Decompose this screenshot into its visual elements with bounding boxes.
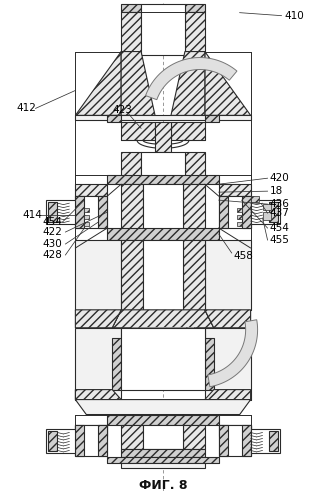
Bar — [107, 175, 219, 184]
Text: 458: 458 — [234, 251, 254, 261]
Bar — [183, 184, 205, 240]
Bar — [121, 122, 155, 140]
Polygon shape — [75, 390, 121, 400]
Text: 412: 412 — [17, 103, 37, 113]
Polygon shape — [205, 51, 251, 115]
Bar — [251, 196, 259, 202]
Bar — [107, 228, 219, 240]
Bar — [49, 432, 57, 452]
Text: 414: 414 — [22, 210, 42, 220]
Polygon shape — [205, 240, 251, 310]
Bar — [121, 3, 141, 11]
Bar — [205, 328, 251, 400]
Bar — [219, 425, 251, 437]
Text: 430: 430 — [42, 239, 62, 249]
Bar — [185, 152, 205, 177]
Text: 410: 410 — [285, 10, 304, 20]
Text: 454: 454 — [270, 223, 289, 233]
Polygon shape — [75, 51, 121, 115]
Bar — [171, 122, 205, 140]
Bar — [143, 425, 183, 450]
Text: 420: 420 — [270, 173, 289, 183]
Bar — [121, 450, 205, 458]
Bar — [47, 200, 75, 224]
Bar — [269, 432, 277, 452]
Polygon shape — [121, 51, 155, 115]
Bar — [143, 184, 183, 240]
Bar — [75, 425, 107, 437]
Bar — [219, 196, 228, 228]
Polygon shape — [205, 310, 251, 328]
Bar — [219, 184, 251, 196]
Bar — [47, 430, 75, 454]
Bar — [141, 152, 185, 177]
Bar — [242, 425, 251, 457]
Bar — [219, 425, 251, 457]
Text: 18: 18 — [270, 186, 283, 196]
Bar — [183, 425, 205, 450]
Bar — [237, 208, 242, 212]
Text: 423: 423 — [112, 105, 132, 115]
Polygon shape — [75, 240, 121, 310]
Bar — [262, 212, 271, 220]
Bar — [112, 338, 121, 390]
Polygon shape — [75, 400, 251, 415]
Bar — [98, 196, 107, 228]
Bar — [84, 208, 89, 212]
Text: 455: 455 — [270, 235, 289, 245]
Bar — [185, 11, 205, 51]
Bar — [205, 338, 214, 390]
Bar — [107, 115, 121, 122]
Text: 436: 436 — [270, 199, 289, 209]
Polygon shape — [208, 320, 258, 387]
Bar — [121, 11, 141, 51]
Polygon shape — [75, 310, 121, 328]
Text: 437: 437 — [270, 208, 289, 218]
Bar — [75, 425, 84, 457]
Bar — [121, 464, 205, 469]
Text: 454: 454 — [42, 217, 62, 227]
Bar — [141, 3, 185, 54]
Bar — [107, 415, 219, 425]
Bar — [143, 240, 183, 310]
Bar — [75, 328, 121, 400]
Bar — [98, 425, 107, 457]
Bar — [84, 222, 89, 226]
Bar — [121, 328, 205, 390]
Polygon shape — [205, 390, 251, 400]
Bar — [242, 196, 251, 228]
Polygon shape — [146, 57, 237, 100]
Bar — [237, 215, 242, 219]
Bar — [262, 204, 271, 210]
Bar — [269, 202, 277, 222]
Bar — [121, 184, 143, 240]
Bar — [155, 122, 171, 152]
Polygon shape — [112, 310, 214, 328]
Polygon shape — [171, 51, 205, 115]
Bar — [251, 200, 279, 224]
Polygon shape — [121, 240, 143, 310]
Bar — [185, 3, 205, 11]
Bar — [121, 425, 143, 450]
Bar — [75, 196, 107, 228]
Bar — [107, 458, 219, 464]
Text: ФИГ. 8: ФИГ. 8 — [139, 479, 187, 492]
Bar — [205, 115, 219, 122]
Bar — [75, 184, 107, 196]
Bar — [49, 202, 57, 222]
Bar — [84, 215, 89, 219]
Bar — [237, 222, 242, 226]
Bar — [75, 196, 84, 228]
Bar — [121, 152, 141, 177]
Polygon shape — [183, 240, 205, 310]
Text: 422: 422 — [42, 227, 62, 237]
Bar — [219, 196, 251, 228]
Bar — [75, 115, 251, 120]
Text: 428: 428 — [42, 250, 62, 260]
Bar — [251, 430, 279, 454]
Bar — [219, 425, 228, 457]
Bar — [75, 425, 107, 457]
